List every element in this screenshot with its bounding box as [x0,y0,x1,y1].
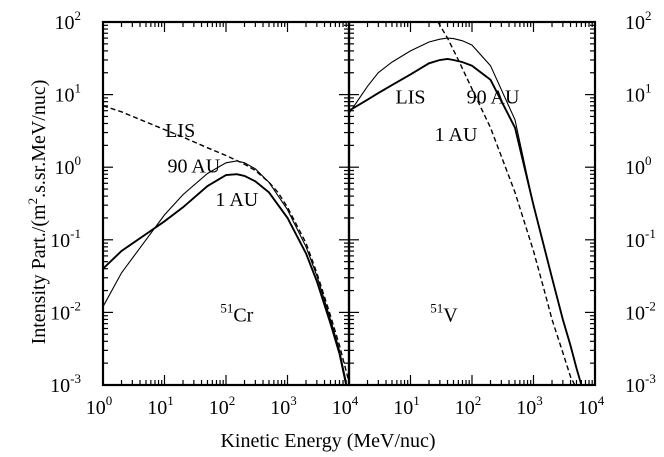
y-axis-title-pre: Intensity Part./(m [28,204,50,344]
tick-base: 10 [516,397,536,419]
series-line-1-au [349,57,583,385]
y-tick-label: 102 [625,8,652,34]
curve-label: LIS [396,87,426,109]
y-tick-label: 10-1 [625,226,656,252]
x-tick-label: 100 [86,393,113,419]
y-axis-title: Intensity Part./(m2.s.sr.MeV/nuc) [25,80,50,345]
tick-exponent: -3 [645,371,656,386]
x-tick-label: 104 [332,393,359,419]
isotope-label: 51V [430,300,458,326]
isotope-symbol: Cr [233,304,253,326]
tick-exponent: 1 [167,393,174,408]
x-tick-label: 102 [455,393,482,419]
tick-exponent: -1 [70,226,81,241]
isotope-mass: 51 [430,300,443,315]
panel-frame [347,20,597,387]
tick-base: 10 [625,12,645,34]
panel-vanadium-51 [347,20,597,387]
tick-base: 10 [50,375,70,397]
y-tick-label: 100 [55,153,82,179]
tick-exponent: 1 [75,81,82,96]
tick-exponent: 1 [645,81,652,96]
y-tick-label: 10-1 [50,226,81,252]
y-tick-label: 10-2 [625,298,656,324]
isotope-mass: 51 [220,300,233,315]
x-tick-label: 103 [516,393,543,419]
tick-exponent: 4 [598,393,605,408]
tick-base: 10 [55,157,75,179]
isotope-label: 51Cr [220,300,253,326]
tick-base: 10 [55,12,75,34]
frame-layer [101,20,351,387]
y-tick-label: 10-3 [625,371,656,397]
tick-exponent: 2 [645,8,652,23]
curve-label: 90 AU [167,155,220,177]
x-axis-title: Kinetic Energy (MeV/nuc) [220,430,435,452]
tick-base: 10 [50,302,70,324]
series-line-1-au [103,173,348,385]
tick-exponent: 3 [536,393,543,408]
x-tick-label: 102 [209,393,236,419]
tick-base: 10 [625,157,645,179]
tick-base: 10 [209,397,229,419]
x-tick-label: 103 [270,393,297,419]
x-tick-label: 101 [147,393,174,419]
y-tick-label: 10-2 [50,298,81,324]
tick-exponent: 2 [229,393,236,408]
tick-exponent: -2 [645,298,656,313]
tick-base: 10 [332,397,352,419]
tick-exponent: 1 [413,393,420,408]
curves-layer [103,105,349,385]
tick-base: 10 [55,85,75,107]
tick-base: 10 [455,397,475,419]
x-tick-label: 104 [578,393,605,419]
tick-exponent: 0 [106,393,113,408]
tick-exponent: 0 [645,153,652,168]
series-line-lis [103,105,349,383]
tick-base: 10 [393,397,413,419]
curves-layer [349,22,583,385]
y-axis-title-sup: 2 [25,198,40,205]
y-tick-label: 101 [55,81,82,107]
curve-label: LIS [165,120,195,142]
tick-exponent: 3 [290,393,297,408]
tick-base: 10 [625,230,645,252]
frame-layer [347,20,597,387]
y-tick-label: 101 [625,81,652,107]
series-line-lis [437,22,576,385]
tick-base: 10 [86,397,106,419]
x-tick-label: 101 [393,393,420,419]
y-tick-label: 10-3 [50,371,81,397]
tick-exponent: 0 [75,153,82,168]
curve-label: 90 AU [467,87,520,109]
tick-exponent: 2 [75,8,82,23]
tick-base: 10 [625,85,645,107]
tick-base: 10 [625,302,645,324]
tick-exponent: 4 [352,393,359,408]
panel-chromium-51 [101,20,351,387]
curve-label: 1 AU [435,124,478,146]
tick-base: 10 [625,375,645,397]
tick-exponent: -3 [70,371,81,386]
y-tick-label: 100 [625,153,652,179]
tick-exponent: 2 [475,393,482,408]
tick-base: 10 [270,397,290,419]
tick-exponent: -2 [70,298,81,313]
tick-base: 10 [578,397,598,419]
tick-base: 10 [147,397,167,419]
isotope-symbol: V [443,304,458,326]
curve-label: 1 AU [215,189,258,211]
series-line-90-au [103,160,347,383]
y-tick-label: 102 [55,8,82,34]
y-axis-title-post: .s.sr.MeV/nuc) [28,80,50,198]
tick-base: 10 [50,230,70,252]
tick-exponent: -1 [645,226,656,241]
